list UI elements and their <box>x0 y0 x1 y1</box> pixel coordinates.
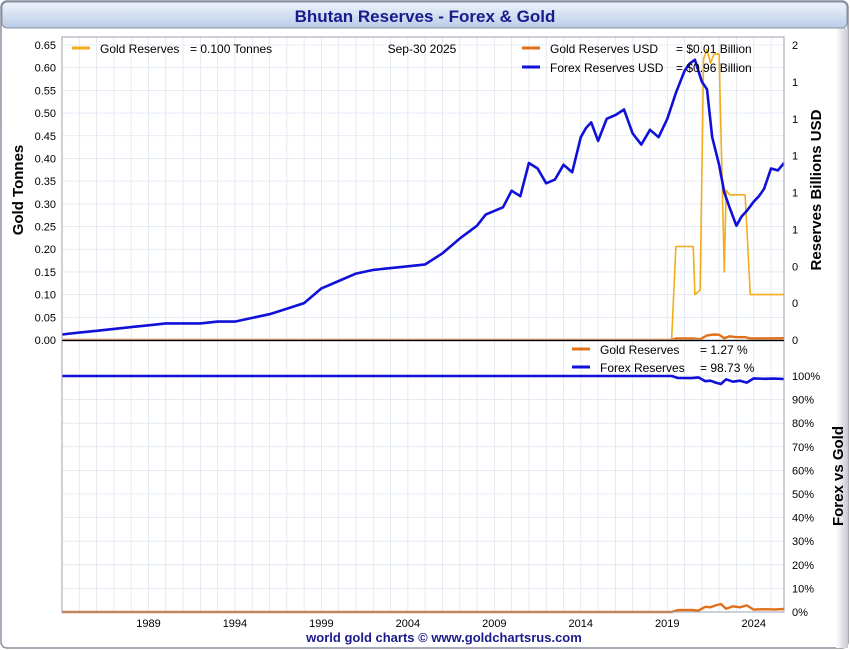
legend-label-gold-tonnes: Gold Reserves <box>100 42 179 56</box>
reserves-plot-area <box>62 37 784 340</box>
y-tick-label: 0.30 <box>35 199 56 211</box>
legend-label-forex-share: Forex Reserves <box>600 361 685 375</box>
share-grid <box>62 341 784 613</box>
year-axis: 1989 1994 1999 2004 2009 2014 2019 2024 <box>136 618 766 630</box>
legend-value-forex-usd: = $0.96 Billion <box>676 61 752 75</box>
date-label: Sep-30 2025 <box>388 42 457 56</box>
y2-tick-label: 1 <box>792 151 798 163</box>
y2-tick-label: 0 <box>792 261 798 273</box>
percent-tick-label: 90% <box>792 395 814 407</box>
y2-tick-label: 2 <box>792 40 798 52</box>
x-tick-label: 1989 <box>136 618 160 630</box>
percent-tick-label: 10% <box>792 583 814 595</box>
reserves-legend-left: Gold Reserves = 0.100 Tonnes <box>72 42 272 56</box>
legend-label-gold-usd: Gold Reserves USD <box>550 42 658 56</box>
share-legend: Gold Reserves = 1.27 % Forex Reserves = … <box>572 343 755 375</box>
series-line-gold-share <box>62 602 785 614</box>
percent-tick-label: 50% <box>792 489 814 501</box>
y-tick-label: 0.25 <box>35 222 56 234</box>
x-tick-label: 2019 <box>655 618 679 630</box>
share-percent-axis: 0% 10% 20% 30% 40% 50% 60% 70% 80% 90% 100% <box>792 371 820 619</box>
y-tick-label: 0.50 <box>35 108 56 120</box>
title-bar: Bhutan Reserves - Forex & Gold <box>1 1 848 29</box>
percent-tick-label: 30% <box>792 536 814 548</box>
chart-title: Bhutan Reserves - Forex & Gold <box>295 7 556 26</box>
y-tick-label: 0.00 <box>35 335 56 347</box>
x-tick-label: 2009 <box>482 618 506 630</box>
legend-label-gold-share: Gold Reserves <box>600 343 679 357</box>
x-tick-label: 2024 <box>741 618 765 630</box>
y2-tick-label: 1 <box>792 114 798 126</box>
share-lines <box>62 374 785 614</box>
percent-tick-label: 0% <box>792 607 808 619</box>
reserves-lines <box>61 48 786 342</box>
title-bar-bg <box>1 1 848 29</box>
series-line-forex-usd <box>61 58 786 336</box>
billions-usd-axis: 0 0 0 1 1 1 1 1 2 <box>792 40 798 347</box>
y-tick-label: 0.55 <box>35 85 56 97</box>
series-line-gold-usd <box>62 333 785 342</box>
y-tick-label: 0.20 <box>35 244 56 256</box>
y-tick-label: 0.35 <box>35 176 56 188</box>
x-tick-label: 1994 <box>223 618 247 630</box>
x-tick-label: 2014 <box>569 618 593 630</box>
series-line-forex-share <box>62 374 785 386</box>
percent-tick-label: 70% <box>792 442 814 454</box>
right-bevel <box>836 28 848 648</box>
y-tick-label: 0.05 <box>35 312 56 324</box>
y2-tick-label: 0 <box>792 298 798 310</box>
y-tick-label: 0.15 <box>35 267 56 279</box>
percent-tick-label: 40% <box>792 513 814 525</box>
percent-tick-label: 80% <box>792 418 814 430</box>
percent-tick-label: 100% <box>792 371 820 383</box>
y-tick-label: 0.60 <box>35 63 56 75</box>
gold-tonnes-axis-label: Gold Tonnes <box>10 145 27 236</box>
series-line-gold-tonnes <box>62 48 784 341</box>
billions-usd-axis-label: Reserves Billions USD <box>808 109 825 270</box>
y2-tick-label: 1 <box>792 224 798 236</box>
legend-value-gold-usd: = $0.01 Billion <box>676 42 752 56</box>
y-tick-label: 0.40 <box>35 153 56 165</box>
forex-vs-gold-axis-label: Forex vs Gold <box>830 426 847 526</box>
y2-tick-label: 1 <box>792 188 798 200</box>
y2-tick-label: 1 <box>792 77 798 89</box>
y-tick-label: 0.10 <box>35 290 56 302</box>
reserves-legend-right: Gold Reserves USD = $0.01 Billion Forex … <box>522 42 752 75</box>
x-tick-label: 2004 <box>396 618 420 630</box>
percent-tick-label: 20% <box>792 560 814 572</box>
legend-value-gold-tonnes: = 0.100 Tonnes <box>190 42 272 56</box>
y-tick-label: 0.45 <box>35 131 56 143</box>
footer-credit: world gold charts © www.goldchartsrus.co… <box>305 630 582 645</box>
legend-label-forex-usd: Forex Reserves USD <box>550 61 664 75</box>
gold-tonnes-axis: 0.00 0.05 0.10 0.15 0.20 0.25 0.30 0.35 0.40 0.45… <box>35 40 56 347</box>
y-tick-label: 0.65 <box>35 40 56 52</box>
share-plot-area <box>62 341 784 612</box>
y2-tick-label: 0 <box>792 335 798 347</box>
legend-value-forex-share: = 98.73 % <box>700 361 755 375</box>
x-tick-label: 1999 <box>309 618 333 630</box>
percent-tick-label: 60% <box>792 465 814 477</box>
legend-value-gold-share: = 1.27 % <box>700 343 748 357</box>
